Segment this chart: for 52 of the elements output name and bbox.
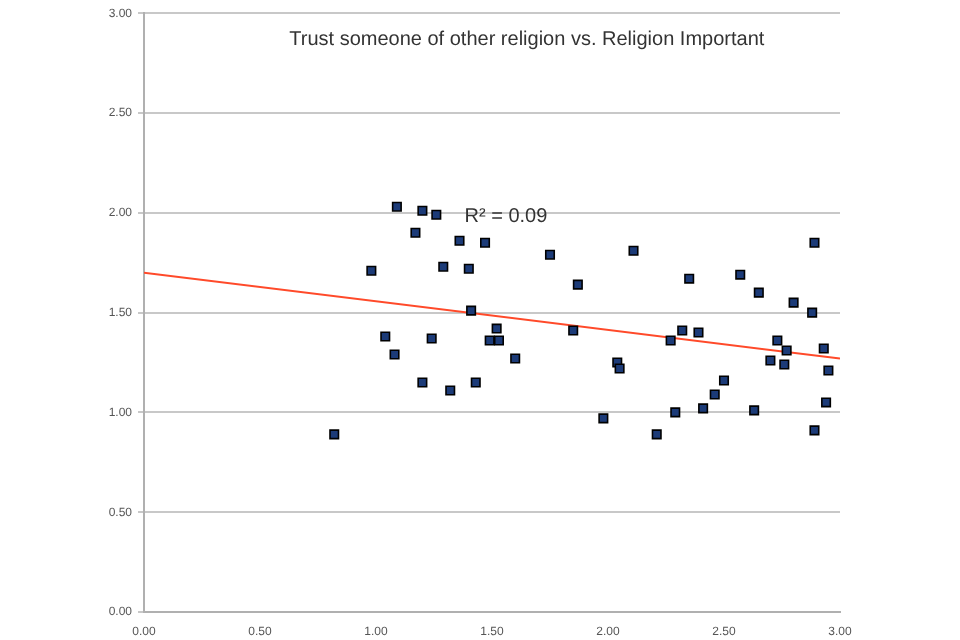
point	[779, 359, 790, 370]
point	[484, 335, 495, 346]
point	[698, 403, 709, 414]
point	[466, 305, 477, 316]
point	[329, 429, 340, 440]
point	[772, 335, 783, 346]
point	[445, 385, 456, 396]
point	[809, 237, 820, 248]
point	[417, 205, 428, 216]
point	[709, 389, 720, 400]
point	[480, 237, 491, 248]
point	[823, 365, 834, 376]
point	[572, 279, 583, 290]
point	[684, 273, 695, 284]
point	[614, 363, 625, 374]
point	[389, 349, 400, 360]
point	[628, 245, 639, 256]
point	[510, 353, 521, 364]
point	[598, 413, 609, 424]
point	[417, 377, 428, 388]
point	[380, 331, 391, 342]
point	[781, 345, 792, 356]
point	[809, 425, 820, 436]
point	[454, 235, 465, 246]
point	[753, 287, 764, 298]
point	[670, 407, 681, 418]
point	[426, 333, 437, 344]
point	[431, 209, 442, 220]
point	[788, 297, 799, 308]
annotation: R² = 0.09	[464, 206, 549, 229]
point	[807, 307, 818, 318]
point	[463, 263, 474, 274]
point	[410, 227, 421, 238]
point	[651, 429, 662, 440]
text: Trust someone of other religion vs. Religion Important	[289, 28, 765, 51]
point	[735, 269, 746, 280]
point	[366, 265, 377, 276]
point	[677, 325, 688, 336]
point	[718, 375, 730, 386]
point	[749, 405, 760, 416]
point	[818, 343, 829, 354]
point	[765, 355, 776, 366]
point	[821, 397, 832, 408]
point	[568, 325, 579, 336]
point	[544, 249, 556, 260]
point	[470, 377, 481, 388]
point	[391, 201, 402, 212]
point	[438, 261, 449, 272]
point	[665, 335, 676, 346]
point	[493, 335, 504, 346]
point	[693, 327, 704, 338]
point	[491, 323, 502, 334]
